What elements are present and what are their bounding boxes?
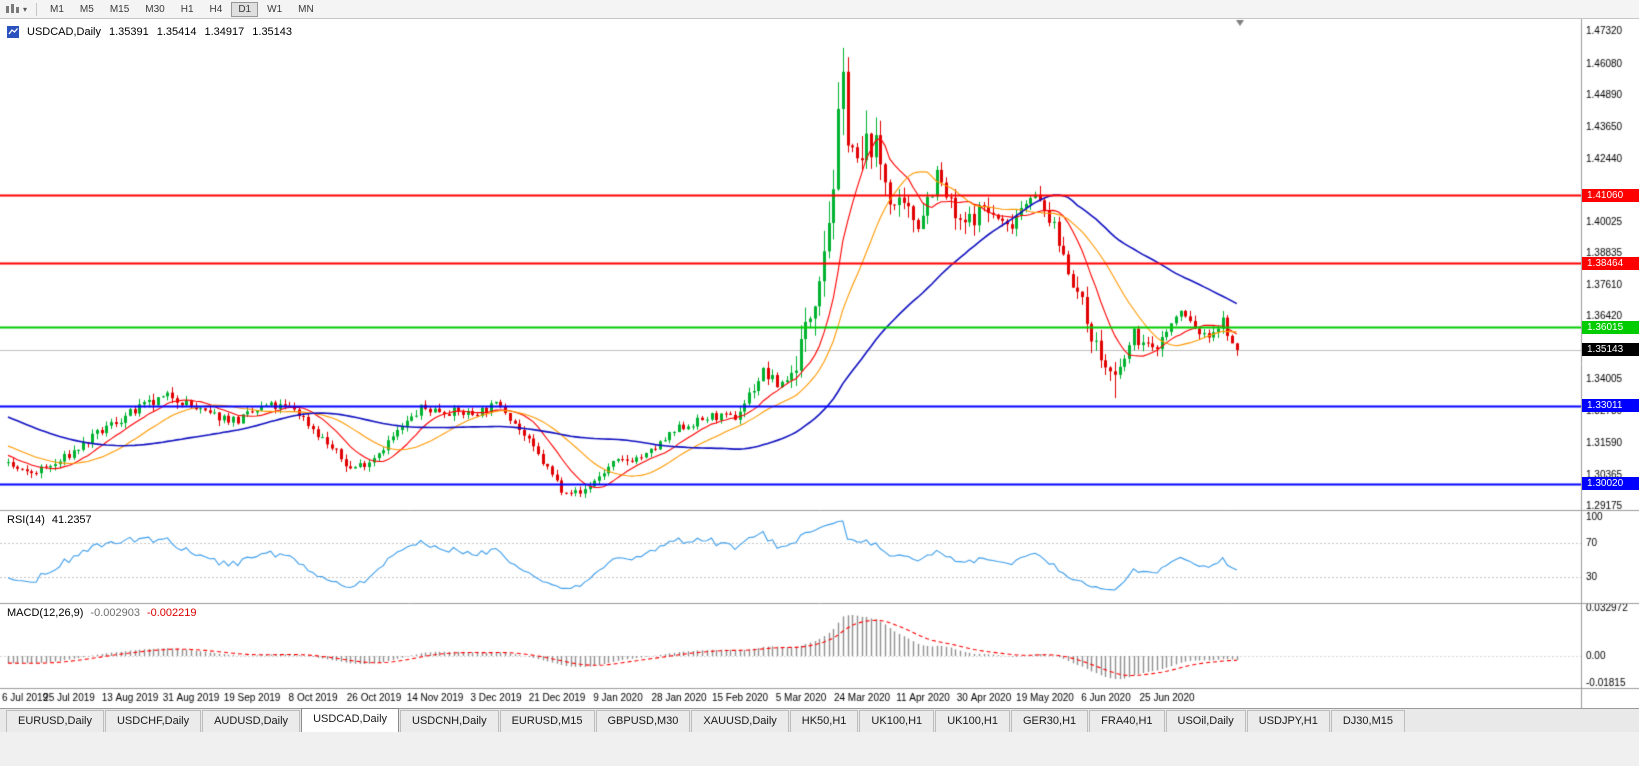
chart-tab-usdcad-daily[interactable]: USDCAD,Daily — [301, 708, 400, 732]
timeframe-group: M1 M5 M15 M30 H1 H4 D1 W1 MN — [42, 1, 322, 17]
chart-tab-ger30-h1[interactable]: GER30,H1 — [1010, 710, 1089, 732]
chart-tab-hk50-h1[interactable]: HK50,H1 — [789, 710, 859, 732]
dropdown-caret-icon[interactable]: ▾ — [23, 4, 28, 14]
timeframe-button-h4[interactable]: H4 — [203, 2, 230, 17]
chart-tab-usdjpy-h1[interactable]: USDJPY,H1 — [1246, 710, 1330, 732]
chart-tab-fra40-h1[interactable]: FRA40,H1 — [1089, 710, 1165, 732]
chart-tab-usdchf-daily[interactable]: USDCHF,Daily — [104, 710, 202, 732]
price-chart-canvas[interactable] — [0, 19, 1639, 708]
chart-window-icon — [7, 26, 19, 38]
top-toolbar: ▾ M1 M5 M15 M30 H1 H4 D1 W1 MN — [0, 0, 1639, 19]
chart-tab-uk100-h1[interactable]: UK100,H1 — [935, 710, 1010, 732]
ohlc-low: 1.34917 — [204, 26, 245, 38]
chart-symbol-label: USDCAD,Daily — [27, 26, 101, 38]
ohlc-high: 1.35414 — [156, 26, 197, 38]
status-bar — [0, 732, 1639, 766]
timeframe-button-h1[interactable]: H1 — [174, 2, 201, 17]
price-level-badge[interactable]: 1.33011 — [1582, 399, 1639, 413]
price-level-badge[interactable]: 1.30020 — [1582, 477, 1639, 491]
chart-tab-dj30-m15[interactable]: DJ30,M15 — [1330, 710, 1405, 732]
macd-name: MACD(12,26,9) — [7, 607, 84, 619]
ohlc-open: 1.35391 — [108, 26, 149, 38]
macd-value: -0.002903 — [90, 607, 140, 619]
timeframe-button-m1[interactable]: M1 — [43, 2, 71, 17]
timeframe-button-m15[interactable]: M15 — [103, 2, 136, 17]
ohlc-close: 1.35143 — [252, 26, 293, 38]
timeframe-button-m5[interactable]: M5 — [73, 2, 101, 17]
chart-tab-usoil-daily[interactable]: USOil,Daily — [1165, 710, 1246, 732]
toolbar-separator — [36, 2, 38, 16]
chart-type-icon[interactable] — [3, 2, 23, 17]
rsi-name: RSI(14) — [7, 514, 45, 526]
timeframe-button-mn[interactable]: MN — [291, 2, 321, 17]
chart-tab-uk100-h1[interactable]: UK100,H1 — [859, 710, 935, 732]
rsi-value: 41.2357 — [51, 514, 92, 526]
price-level-badge[interactable]: 1.36015 — [1582, 320, 1639, 334]
macd-indicator-label: MACD(12,26,9) -0.002903 -0.002219 — [7, 607, 197, 619]
timeframe-button-d1[interactable]: D1 — [231, 1, 259, 17]
rsi-indicator-label: RSI(14) 41.2357 — [7, 514, 92, 526]
price-level-badge[interactable]: 1.38464 — [1582, 256, 1639, 270]
chart-tab-gbpusd-m30[interactable]: GBPUSD,M30 — [595, 710, 691, 732]
chart-tab-bar: EURUSD,Daily USDCHF,Daily AUDUSD,Daily USDC… — [0, 708, 1639, 732]
chart-tab-audusd-daily[interactable]: AUDUSD,Daily — [202, 710, 301, 732]
timeframe-button-m30[interactable]: M30 — [138, 2, 171, 17]
chart-tab-eurusd-m15[interactable]: EURUSD,M15 — [499, 710, 595, 732]
price-level-badge[interactable]: 1.41060 — [1582, 188, 1639, 202]
chart-title: USDCAD,Daily 1.35391 1.35414 1.34917 1.3… — [7, 26, 292, 38]
current-price-badge: 1.35143 — [1582, 343, 1639, 357]
chart-tab-usdcnh-daily[interactable]: USDCNH,Daily — [400, 710, 499, 732]
chart-tab-xauusd-daily[interactable]: XAUUSD,Daily — [691, 710, 789, 732]
chart-tab-eurusd-daily[interactable]: EURUSD,Daily — [6, 710, 104, 732]
macd-signal-value: -0.002219 — [146, 607, 197, 619]
timeframe-button-w1[interactable]: W1 — [260, 2, 289, 17]
